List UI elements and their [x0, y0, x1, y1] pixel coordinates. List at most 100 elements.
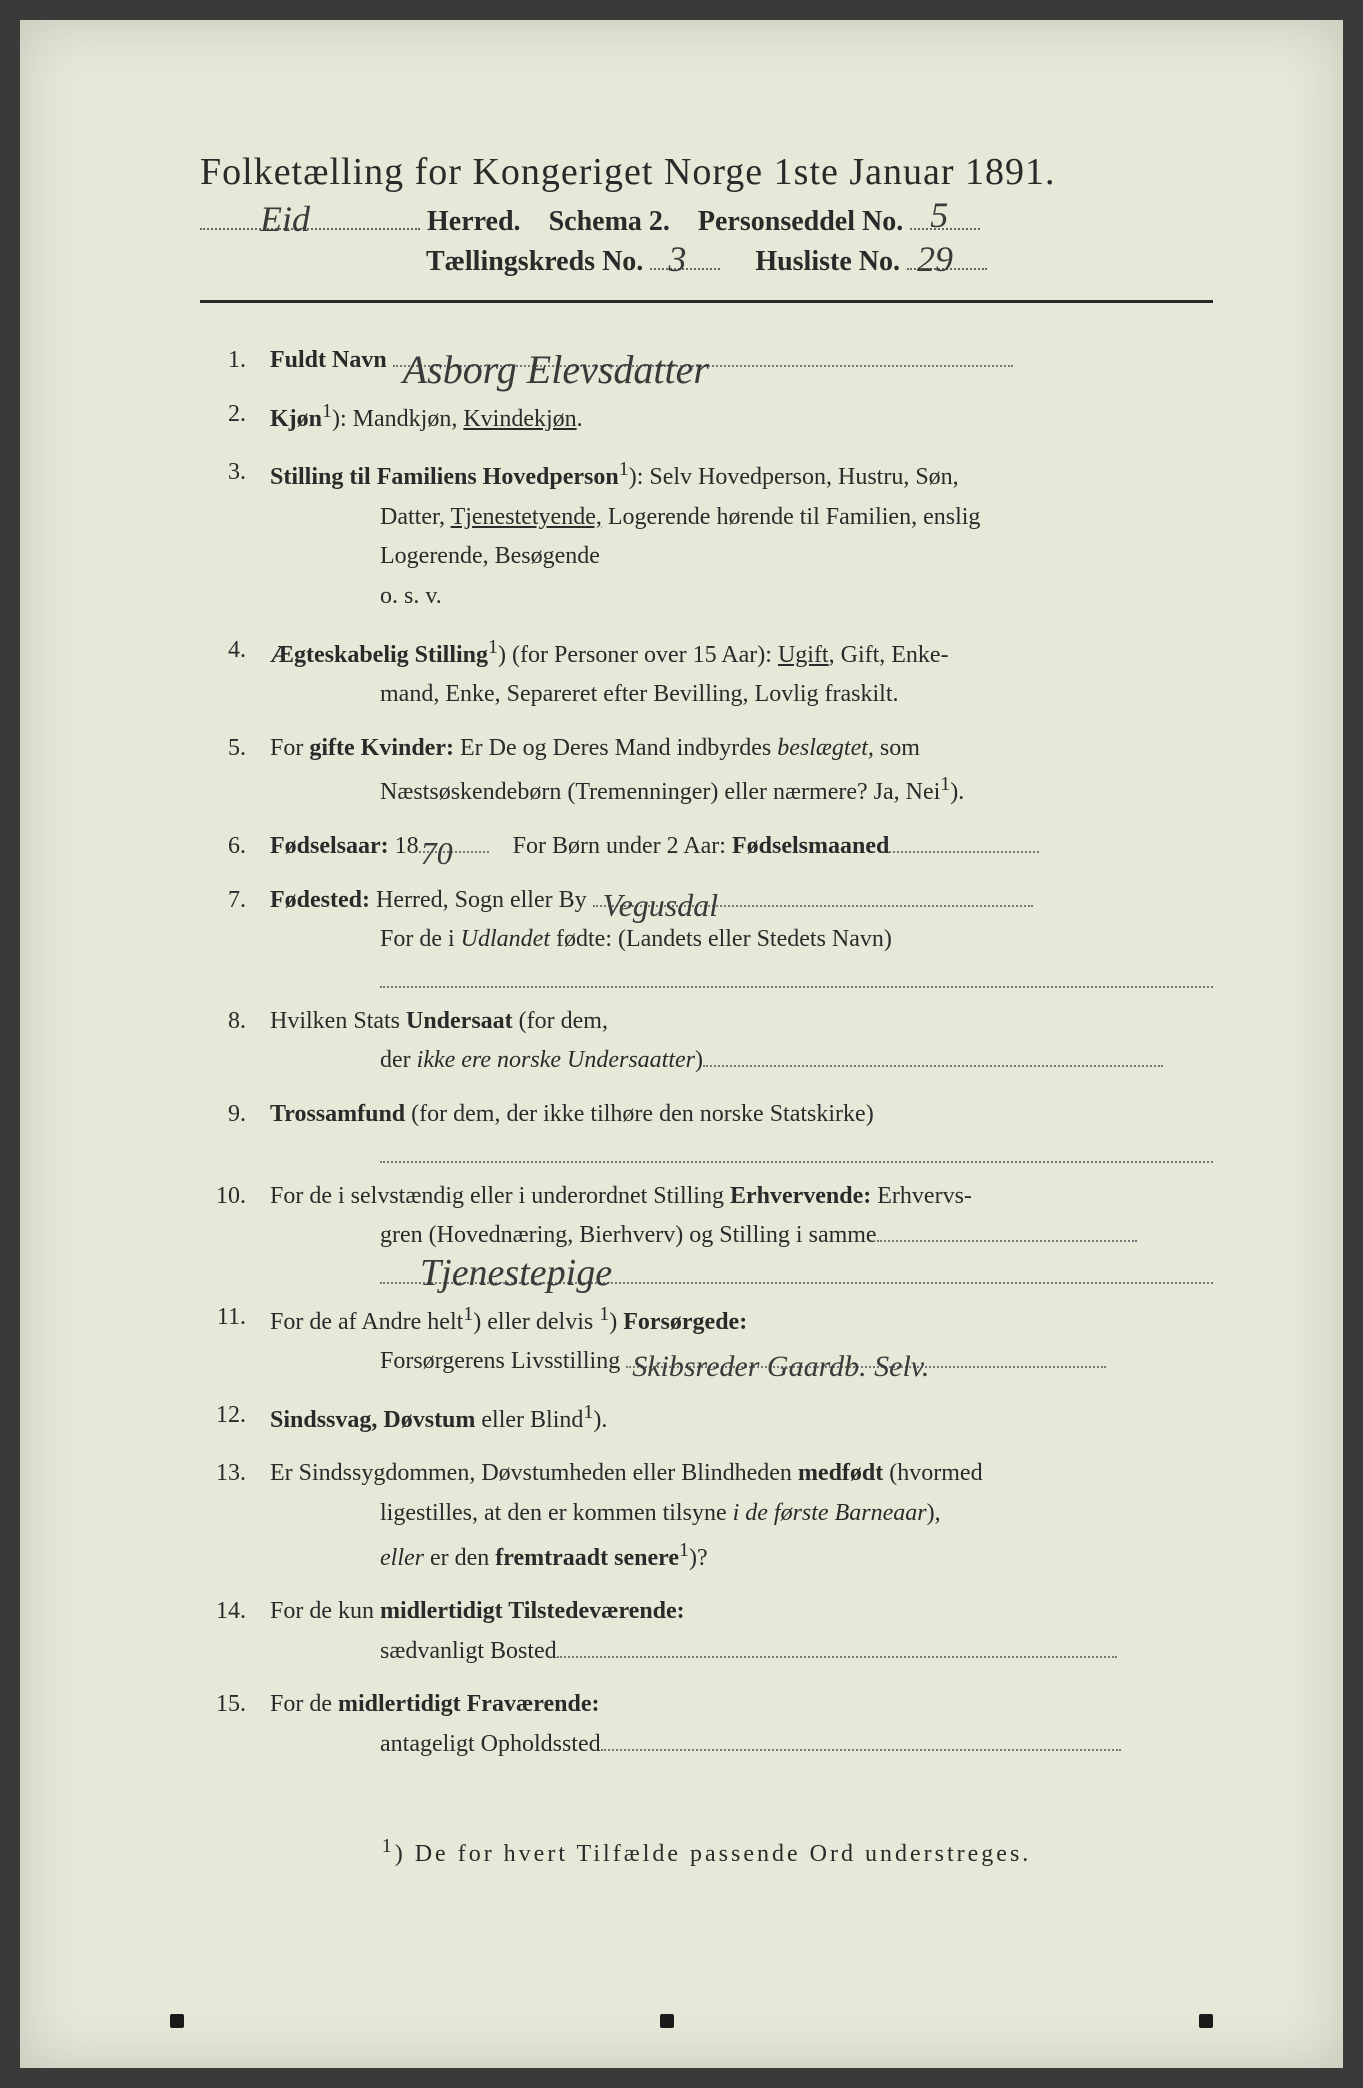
q5-line2: Næstsøskendebørn (Tremenninger) eller næ…	[380, 779, 940, 805]
q1: 1. Fuldt Navn Asborg Elevsdatter	[260, 341, 1213, 381]
q4-line1b: , Gift, Enke-	[829, 642, 949, 668]
q4-label: Ægteskabelig Stilling	[270, 642, 488, 668]
q5-line1: Er De og Deres Mand indbyrdes	[454, 735, 777, 761]
q15-num: 15.	[202, 1685, 246, 1725]
q10-field1	[877, 1240, 1137, 1242]
punch-hole-left	[170, 2014, 184, 2028]
q8-line2b: )	[695, 1047, 703, 1073]
q11-text2: ) eller delvis	[473, 1309, 599, 1335]
q8-italic: ikke ere norske Undersaatter	[417, 1047, 695, 1073]
q15-field	[601, 1749, 1121, 1751]
q11-sup1: 1	[463, 1303, 473, 1325]
herred-field: Eid	[200, 228, 420, 230]
kreds-line: Tællingskreds No. 3 Husliste No. 29	[200, 246, 1213, 278]
q14-num: 14.	[202, 1592, 246, 1632]
q12: 12. Sindssvag, Døvstum eller Blind1).	[260, 1396, 1213, 1441]
q12-num: 12.	[202, 1396, 246, 1436]
q13-line2a: ligestilles, at den er kommen tilsyne	[380, 1500, 733, 1526]
husliste-field: 29	[907, 268, 987, 270]
q9: 9. Trossamfund (for dem, der ikke tilhør…	[260, 1095, 1213, 1163]
q13-line3a: er den	[424, 1545, 495, 1571]
q7: 7. Fødested: Herred, Sogn eller By Vegus…	[260, 881, 1213, 988]
q10: 10. For de i selvstændig eller i underor…	[260, 1177, 1213, 1284]
q10-text1: For de i selvstændig eller i underordnet…	[270, 1183, 730, 1209]
header-block: Folketælling for Kongeriget Norge 1ste J…	[200, 150, 1213, 278]
q13: 13. Er Sindssygdommen, Døvstumheden elle…	[260, 1454, 1213, 1578]
q3-underlined: Tjenestetyende,	[451, 504, 602, 530]
q4-sup: 1	[488, 636, 498, 658]
q12-label: Sindssvag, Døvstum	[270, 1407, 475, 1433]
q14: 14. For de kun midlertidigt Tilstedevære…	[260, 1592, 1213, 1671]
q1-num: 1.	[202, 341, 246, 381]
q5: 5. For gifte Kvinder: Er De og Deres Man…	[260, 729, 1213, 813]
husliste-label: Husliste No.	[755, 246, 900, 277]
q2: 2. Kjøn1): Mandkjøn, Kvindekjøn.	[260, 395, 1213, 440]
q5-num: 5.	[202, 729, 246, 769]
q3-sup: 1	[619, 458, 629, 480]
q15-line2w: antageligt Opholdssted	[270, 1725, 1213, 1765]
kreds-field: 3	[650, 268, 720, 270]
q5-label-a: For	[270, 735, 309, 761]
kreds-value: 3	[668, 238, 686, 280]
q4-line1a: ) (for Personer over 15 Aar):	[498, 642, 778, 668]
q11-sup2: 1	[599, 1303, 609, 1325]
q15-text: For de	[270, 1691, 338, 1717]
q3-line4: o. s. v.	[270, 577, 1213, 617]
footnote-sup: 1	[382, 1835, 395, 1857]
q4: 4. Ægteskabelig Stilling1) (for Personer…	[260, 631, 1213, 715]
q5-line2w: Næstsøskendebørn (Tremenninger) eller næ…	[270, 768, 1213, 813]
q6-year-field: 70	[419, 851, 489, 853]
q10-value: Tjenestepige	[420, 1242, 612, 1305]
q12-text2: ).	[593, 1407, 607, 1433]
q13-bold2: fremtraadt senere	[495, 1545, 679, 1571]
q5-label-b: gifte Kvinder:	[309, 735, 454, 761]
q3-line2b: Logerende hørende til Familien, enslig	[602, 504, 981, 530]
q6-label: Fødselsaar:	[270, 833, 389, 859]
form-list: 1. Fuldt Navn Asborg Elevsdatter 2. Kjøn…	[200, 341, 1213, 1765]
personseddel-field: 5	[910, 228, 980, 230]
q7-blank-line	[380, 966, 1213, 988]
q13-sup: 1	[679, 1539, 689, 1561]
q3-line1: ): Selv Hovedperson, Hustru, Søn,	[629, 464, 959, 490]
q2-sup: 1	[322, 400, 332, 422]
q11-num: 11.	[202, 1298, 246, 1338]
q7-label: Fødested:	[270, 887, 370, 913]
q12-text: eller Blind	[475, 1407, 583, 1433]
q9-blank-line	[380, 1141, 1213, 1163]
q3-label: Stilling til Familiens Hovedperson	[270, 464, 619, 490]
q8-label: Undersaat	[406, 1008, 513, 1034]
q14-field	[557, 1656, 1117, 1658]
q14-line2: sædvanligt Bosted	[380, 1638, 557, 1664]
q14-text: For de kun	[270, 1598, 380, 1624]
footnote: 1) De for hvert Tilfælde passende Ord un…	[200, 1835, 1213, 1868]
q6-num: 6.	[202, 827, 246, 867]
q8-num: 8.	[202, 1002, 246, 1042]
q7-line2b: fødte: (Landets eller Stedets Navn)	[550, 926, 892, 952]
q1-label: Fuldt Navn	[270, 347, 387, 373]
q10-text2: Erhvervs-	[871, 1183, 972, 1209]
q6: 6. Fødselsaar: 1870 For Børn under 2 Aar…	[260, 827, 1213, 867]
herred-value: Eid	[260, 198, 310, 240]
q13-line3b: )?	[689, 1545, 708, 1571]
q15: 15. For de midlertidigt Fraværende: anta…	[260, 1685, 1213, 1764]
q13-line3: eller er den fremtraadt senere1)?	[270, 1534, 1213, 1579]
husliste-value: 29	[917, 238, 953, 280]
q13-text1: Er Sindssygdommen, Døvstumheden eller Bl…	[270, 1460, 798, 1486]
herred-line: Eid Herred. Schema 2. Personseddel No. 5	[200, 206, 1213, 238]
q11-field: Skibsreder Gaardb. Selv.	[626, 1366, 1106, 1368]
q3-line2a: Datter,	[380, 504, 451, 530]
q8-text1: Hvilken Stats	[270, 1008, 406, 1034]
punch-hole-center	[660, 2014, 674, 2028]
q6-month-field	[889, 851, 1039, 853]
q2-text-b: .	[577, 406, 583, 432]
divider	[200, 300, 1213, 303]
q11-label: Forsørgede:	[623, 1309, 747, 1335]
q7-field: Vegusdal	[593, 905, 1033, 907]
q6-year-value: 70	[421, 827, 453, 880]
q4-line2: mand, Enke, Separeret efter Bevilling, L…	[270, 675, 1213, 715]
main-title: Folketælling for Kongeriget Norge 1ste J…	[200, 150, 1213, 194]
q7-num: 7.	[202, 881, 246, 921]
punch-hole-right	[1199, 2014, 1213, 2028]
q8-text2: (for dem,	[513, 1008, 608, 1034]
q3-num: 3.	[202, 453, 246, 493]
